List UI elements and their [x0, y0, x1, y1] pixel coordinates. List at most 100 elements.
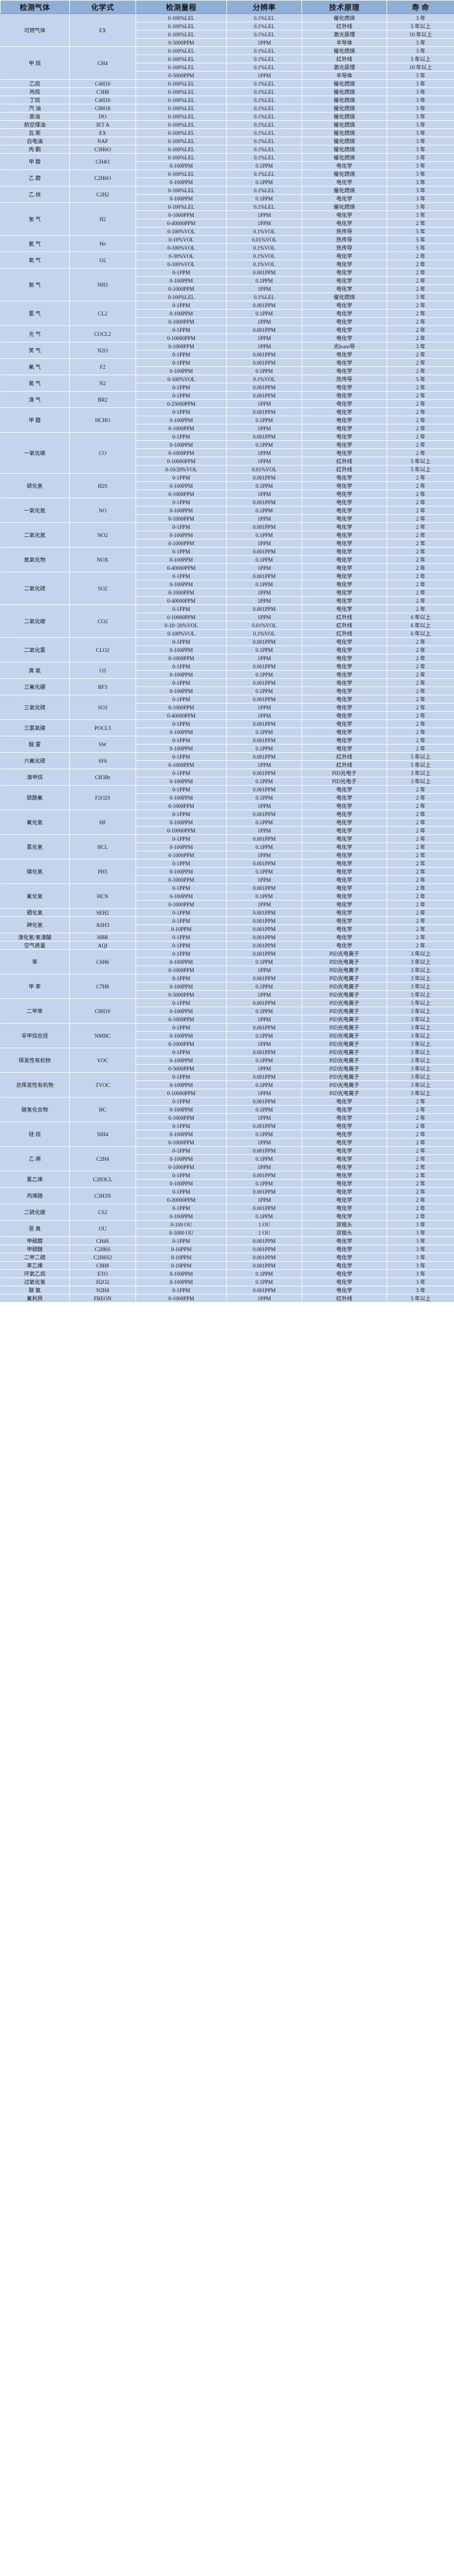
table-row: 砷化氢 ASH3 0-1PPM 0.001PPM 电化学 2 年	[0, 916, 454, 933]
cell-detection-range: 0-1000PPM	[135, 588, 227, 597]
cell-lifetime: 3 年	[387, 1220, 454, 1229]
cell-lifetime: 2 年	[387, 596, 454, 605]
cell-chemical-formula: BR2	[69, 391, 136, 408]
cell-technology: 电化学	[301, 448, 387, 457]
cell-lifetime: 2 年	[387, 498, 454, 507]
cell-lifetime: 2 年	[387, 1138, 454, 1147]
cell-lifetime: 3 年	[387, 169, 454, 178]
cell-detection-range: 0-100%LEL	[135, 55, 227, 63]
cell-lifetime: 3 年	[387, 1228, 454, 1237]
table-row: 0-1000PPM 1PPM 电化学 2 年	[1, 703, 454, 712]
cell-technology: 电化学	[301, 432, 387, 441]
table-row: 氨 气 NH3 0-1PPM 0.001PPM 电化学 2 年	[0, 268, 454, 301]
cell-detection-range: 0-1PPM	[135, 572, 227, 580]
cell-lifetime: 5 年以上	[387, 752, 454, 761]
cell-detection-range: 0-1000PPM	[135, 514, 227, 523]
table-row: 环氧乙烷 ETO 0-100PPM 0.1PPM 电化学 3 年	[0, 1269, 454, 1278]
cell-technology: 电化学	[301, 522, 387, 531]
cell-technology: 电化学	[301, 481, 387, 490]
cell-resolution: 0.001PPM	[226, 916, 302, 925]
cell-lifetime: 2 年	[387, 490, 454, 498]
cell-lifetime: 2 年	[387, 654, 454, 662]
cell-lifetime: 2 年	[387, 391, 454, 400]
table-row: 乙烷 C4H10 0-100%LEL 0.1%LEL 催化燃烧 3 年	[0, 79, 454, 88]
cell-resolution: 0.001PPM	[226, 974, 302, 983]
cell-lifetime: 2 年	[387, 325, 454, 334]
cell-technology: 电化学	[301, 670, 387, 679]
cell-resolution: 0.001PPM	[226, 358, 302, 367]
cell-resolution: 1PPM	[226, 703, 302, 712]
cell-technology: 双极头	[301, 1220, 387, 1229]
table-row: 0-100PPM 0.1PPM 电化学 2 年	[1, 416, 454, 424]
cell-technology: 催化燃烧	[301, 202, 387, 211]
cell-detection-range: 0-1PPM	[135, 637, 227, 646]
cell-chemical-formula: CO	[69, 432, 136, 474]
cell-technology: 电化学	[301, 539, 387, 548]
cell-lifetime: 2 年	[387, 645, 454, 654]
cell-lifetime: 2 年	[387, 276, 454, 285]
cell-technology: 电化学	[301, 859, 387, 868]
table-row: 0-1000PPM 1PPM 电化学 2 年	[1, 490, 454, 498]
cell-gas-name: 乙 炔	[0, 186, 70, 203]
cell-gas-name: 溴 气	[0, 391, 70, 408]
table-row: 0-100PPM 0.1PPM 电化学 2 年	[1, 531, 454, 539]
cell-lifetime: 2 年	[387, 252, 454, 260]
cell-resolution: 1PPM	[226, 826, 302, 835]
table-row: 0-100PPM 0.1PPM 电化学 2 年	[1, 1130, 454, 1139]
cell-lifetime: 2 年	[387, 883, 454, 892]
cell-lifetime: 2 年	[387, 301, 454, 310]
cell-detection-range: 0-1PPM	[135, 678, 227, 687]
cell-lifetime: 2 年	[387, 481, 454, 490]
cell-gas-name: 丁烷	[0, 96, 70, 104]
cell-detection-range: 0-1000 OU	[135, 1228, 227, 1237]
cell-detection-range: 0-1PPM	[135, 769, 227, 777]
cell-resolution: 0.1%VOL	[226, 243, 302, 252]
cell-detection-range: 0-10000PPM	[135, 613, 227, 621]
cell-resolution: 0.001PPM	[226, 662, 302, 671]
cell-chemical-formula: C2H2	[69, 186, 136, 203]
cell-technology: 电化学	[301, 941, 387, 950]
table-row: 氢 气 H2 0-100%LEL 0.1%LEL 催化燃烧 3 年	[0, 202, 454, 236]
cell-detection-range: 0-100%VOL	[135, 375, 227, 383]
cell-detection-range: 0-10/20%VOL	[135, 465, 227, 474]
cell-gas-name: 笑 气	[0, 342, 70, 359]
cell-technology: 电化学	[301, 818, 387, 827]
cell-detection-range: 0-100PPM	[135, 1056, 227, 1065]
cell-chemical-formula: CO2	[69, 604, 136, 638]
cell-detection-range: 0-100PPM	[135, 867, 227, 876]
cell-chemical-formula: C2H6S	[69, 1245, 136, 1253]
table-row: 0-5000PPM 1PPM 半导体 3 年	[1, 71, 454, 80]
cell-chemical-formula: POCL3	[69, 719, 136, 736]
cell-detection-range: 0-1000PPM	[135, 875, 227, 884]
cell-resolution: 1PPM	[226, 342, 302, 351]
cell-detection-range: 0-100PPM	[135, 1154, 227, 1163]
table-row: 溴甲烷 CH3Br 0-1PPM 0.001PPM PID光电子 3 年以上	[0, 769, 454, 786]
table-row: 二甲二硫 C2H6S2 0-10PPM 0.001PPM 电化学 3 年	[0, 1253, 454, 1262]
cell-resolution: 0.1%LEL	[226, 128, 302, 137]
cell-technology: 双极头	[301, 1228, 387, 1237]
cell-resolution: 0.1PPM	[226, 506, 302, 515]
table-row: 氮氧化物 NOX 0-1PPM 0.001PPM 电化学 2 年	[0, 547, 454, 572]
cell-resolution: 1PPM	[226, 711, 302, 720]
cell-lifetime: 2 年	[387, 284, 454, 293]
cell-resolution: 0.001PPM	[226, 407, 302, 416]
cell-lifetime: 2 年	[387, 1105, 454, 1114]
cell-resolution: 0.001PPM	[226, 949, 302, 958]
cell-detection-range: 0-100%LEL	[135, 137, 227, 145]
table-row: 二氧化氮 NO2 0-1PPM 0.001PPM 电化学 2 年	[0, 522, 454, 548]
cell-technology: 红外线	[301, 760, 387, 769]
cell-technology: PID光电离子	[301, 1072, 387, 1081]
cell-resolution: 0.001PPM	[226, 1072, 302, 1081]
cell-resolution: 0.1PPM	[226, 309, 302, 318]
cell-technology: 电化学	[301, 810, 387, 818]
cell-chemical-formula: BF3	[69, 678, 136, 695]
cell-technology: 电化学	[301, 1187, 387, 1196]
cell-technology: 电化学	[301, 785, 387, 794]
cell-lifetime: 2 年	[387, 670, 454, 679]
cell-detection-range: 0-100PPM	[135, 1269, 227, 1278]
cell-technology: 半导体	[301, 38, 387, 47]
cell-resolution: 1PPM	[226, 875, 302, 884]
cell-detection-range: 0-5000PPM	[135, 990, 227, 999]
cell-technology: PID光电离子	[301, 974, 387, 983]
cell-detection-range: 0-1PPM	[135, 358, 227, 367]
